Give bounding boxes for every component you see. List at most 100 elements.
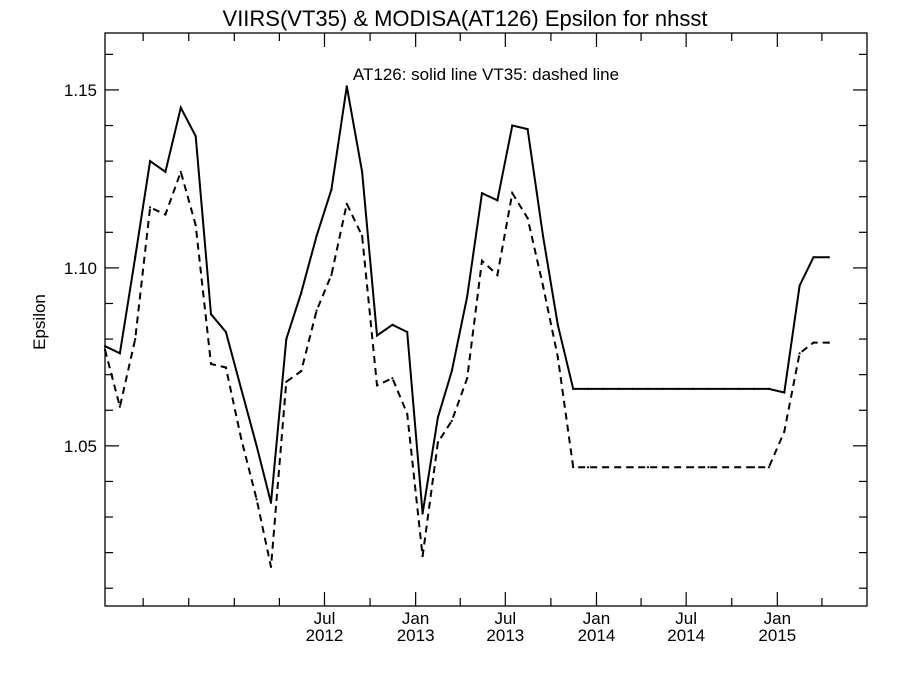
at126-point: [450, 370, 453, 373]
at126-point: [421, 512, 424, 515]
vt35-point: [511, 192, 514, 195]
vt35-point: [421, 555, 424, 558]
at126-point: [255, 444, 258, 447]
vt35-point: [330, 273, 333, 277]
x-tick-label-year: 2015: [758, 626, 796, 645]
vt35-point: [646, 466, 650, 469]
vt35-point: [737, 466, 740, 469]
x-tick-label-year: 2012: [306, 626, 344, 645]
at126-point: [134, 256, 137, 259]
y-axis-label: Epsilon: [30, 294, 49, 350]
vt35-point: [617, 466, 620, 469]
at126-point: [586, 387, 590, 391]
vt35-point: [375, 384, 379, 387]
vt35-point: [707, 466, 710, 469]
x-tick-label-month: Jul: [675, 609, 697, 628]
x-tick-label-month: Jul: [494, 609, 516, 628]
at126-point: [511, 124, 514, 127]
at126-point: [722, 387, 725, 391]
vt35-point: [209, 362, 213, 366]
vt35-point: [556, 355, 559, 358]
at126-point: [602, 387, 605, 391]
vt35-dashed-line: [104, 168, 829, 568]
vt35-point: [827, 341, 830, 344]
at126-point: [661, 387, 664, 391]
at126-point: [496, 199, 499, 202]
vt35-point: [691, 466, 695, 469]
at126-point: [285, 337, 288, 341]
vt35-point: [586, 466, 590, 469]
vt35-point: [767, 466, 771, 469]
at126-point: [391, 323, 394, 326]
x-tick-label-month: Jul: [314, 609, 336, 628]
at126-point: [345, 85, 348, 88]
vt35-point: [103, 348, 107, 351]
at126-point: [677, 387, 680, 391]
at126-point: [737, 387, 740, 391]
at126-point: [209, 313, 213, 316]
vt35-point: [526, 216, 529, 220]
line-style-annotation: AT126: solid line VT35: dashed line: [353, 65, 619, 84]
at126-point: [752, 387, 756, 391]
at126-point: [556, 323, 559, 326]
vt35-point: [480, 259, 484, 262]
at126-point: [240, 387, 243, 391]
at126-point: [315, 234, 318, 237]
chart-title: VIIRS(VT35) & MODISA(AT126) Epsilon for …: [223, 6, 708, 31]
vt35-point: [361, 234, 364, 237]
vt35-point: [798, 352, 801, 355]
x-tick-label-year: 2014: [578, 626, 616, 645]
at126-point: [480, 192, 484, 195]
at126-point: [179, 106, 182, 109]
vt35-point: [345, 202, 348, 205]
at126-point: [526, 127, 529, 131]
y-tick-label: 1.15: [64, 81, 97, 100]
at126-point: [541, 234, 545, 237]
y-tick-label: 1.05: [64, 437, 97, 456]
vt35-point: [783, 430, 786, 433]
at126-point: [827, 256, 830, 259]
vt35-point: [450, 419, 453, 423]
at126-point: [164, 170, 167, 173]
at126-point: [269, 501, 273, 504]
at126-point: [300, 291, 303, 294]
at126-point: [812, 256, 815, 259]
at126-point: [466, 295, 469, 298]
plot-frame: [104, 32, 868, 607]
vt35-point: [194, 224, 197, 227]
at126-point: [798, 284, 801, 287]
at126-point: [406, 330, 409, 334]
vt35-point: [631, 466, 634, 469]
at126-point: [646, 387, 650, 391]
vt35-point: [148, 206, 152, 209]
at126-point: [103, 345, 107, 348]
at126-point: [194, 135, 197, 138]
at126-point: [707, 387, 710, 391]
vt35-point: [255, 498, 258, 501]
x-tick-label-year: 2013: [397, 626, 435, 645]
vt35-point: [602, 466, 605, 469]
at126-point: [767, 387, 771, 391]
at126-point: [330, 188, 333, 191]
x-tick-label-month: Jan: [402, 609, 429, 628]
vt35-point: [436, 441, 440, 444]
vt35-point: [496, 273, 499, 277]
x-tick-label-month: Jan: [764, 609, 791, 628]
vt35-point: [812, 341, 815, 344]
x-tick-label-year: 2014: [667, 626, 705, 645]
vt35-point: [269, 565, 273, 568]
vt35-point: [391, 377, 394, 380]
vt35-point: [661, 466, 664, 469]
vt35-point: [224, 366, 227, 369]
vt35-point: [752, 466, 756, 469]
vt35-point: [315, 309, 318, 312]
at126-point: [783, 391, 786, 394]
vt35-point: [240, 437, 243, 440]
at126-point: [572, 387, 575, 391]
vt35-point: [179, 170, 182, 173]
at126-point: [436, 416, 440, 419]
x-tick-label-year: 2013: [486, 626, 524, 645]
vt35-point: [134, 337, 137, 341]
at126-point: [224, 330, 227, 334]
